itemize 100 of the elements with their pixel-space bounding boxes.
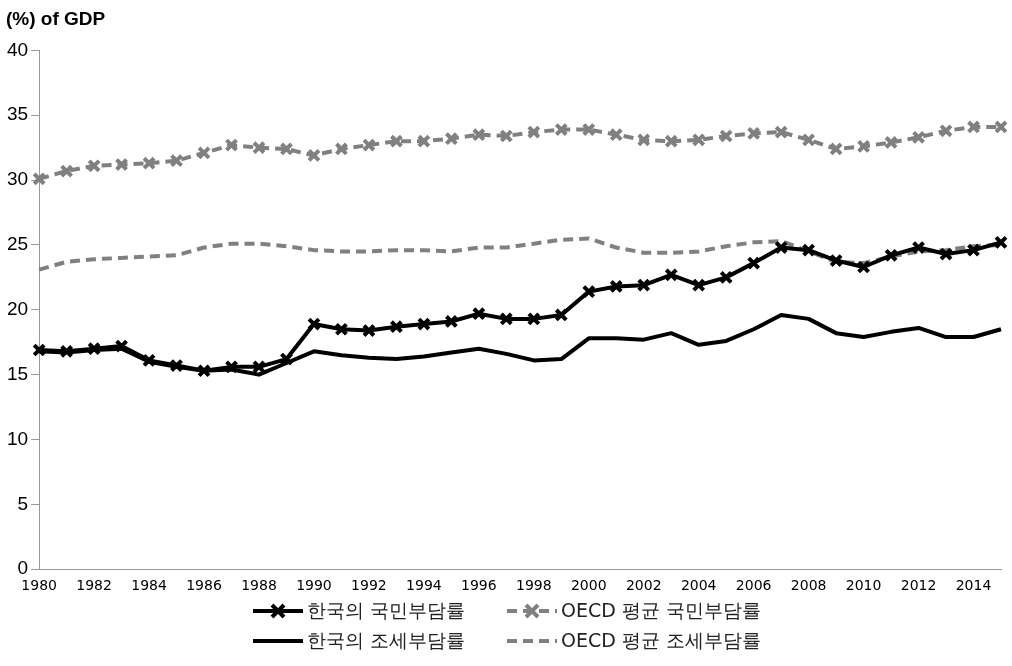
x-tick-label: 2006: [735, 577, 772, 594]
point: [361, 138, 376, 153]
point: [471, 306, 486, 321]
point: [829, 253, 844, 268]
point: [966, 119, 981, 134]
point: [499, 311, 514, 326]
point: [691, 132, 706, 147]
y-tick-label: 20: [6, 298, 29, 320]
x-tick-label: 2014: [955, 577, 992, 594]
point: [444, 314, 459, 329]
point: [416, 134, 431, 149]
point: [746, 256, 761, 271]
point: [224, 138, 239, 153]
x-tick-label: 1992: [351, 577, 387, 594]
point: [801, 243, 816, 258]
point: [87, 341, 102, 356]
point: [719, 129, 734, 143]
point: [911, 130, 926, 145]
point: [554, 122, 569, 137]
point: [444, 131, 459, 146]
point: [581, 122, 596, 137]
x-tick-label: 2002: [625, 577, 662, 594]
y-tick-label: 15: [6, 362, 29, 384]
point: [884, 248, 899, 263]
point: [801, 132, 816, 147]
point: [746, 126, 761, 141]
x-tick-label: 2010: [845, 577, 882, 594]
point: [609, 127, 624, 142]
x-tick-label: 2012: [900, 577, 937, 594]
legend-label: 한국의 국민부담률: [307, 598, 466, 623]
point: [581, 284, 596, 299]
x-tick-label: 1990: [296, 577, 332, 594]
point: [554, 308, 569, 322]
point: [664, 134, 679, 149]
point: [114, 339, 129, 354]
point: [307, 148, 321, 163]
point: [994, 235, 1008, 250]
point: [224, 359, 239, 374]
y-tick-label: 30: [6, 168, 29, 190]
point: [526, 311, 541, 326]
point: [719, 270, 734, 285]
point: [939, 247, 953, 261]
x-tick-label: 2004: [680, 577, 717, 594]
point: [32, 171, 47, 186]
point: [59, 164, 74, 178]
point: [856, 260, 871, 274]
point: [389, 319, 404, 334]
point: [774, 240, 789, 255]
point: [636, 278, 651, 293]
point: [334, 322, 349, 337]
point: [471, 127, 486, 142]
point: [664, 267, 679, 282]
x-tick-label: 1988: [241, 577, 277, 594]
point: [499, 129, 514, 143]
point: [939, 123, 953, 138]
x-tick-label: 1980: [21, 577, 57, 594]
x-tick-label: 1982: [76, 577, 112, 594]
point: [279, 352, 294, 367]
y-tick-label: 5: [17, 492, 29, 514]
y-tick-label: 25: [6, 233, 29, 255]
point: [252, 140, 266, 155]
y-tick-label: 0: [17, 557, 29, 579]
point: [636, 132, 651, 147]
point: [966, 243, 981, 258]
point: [994, 119, 1008, 134]
legend-label: 한국의 조세부담률: [307, 628, 466, 653]
point: [416, 317, 431, 332]
x-tick-label: 1984: [131, 577, 167, 594]
x-tick-label: 2008: [790, 577, 827, 594]
x-tick-label: 1996: [461, 577, 497, 594]
point: [774, 125, 789, 140]
point: [361, 323, 376, 338]
point: [691, 278, 706, 293]
point: [911, 240, 926, 255]
point: [609, 279, 624, 294]
y-tick-label: 40: [6, 38, 29, 60]
point: [114, 157, 129, 172]
legend-label: OECD 평균 조세부담률: [561, 628, 761, 653]
point: [829, 142, 844, 156]
x-tick-label: 1994: [406, 577, 442, 594]
y-tick-label: 10: [6, 427, 29, 449]
point: [197, 145, 211, 160]
point: [856, 139, 871, 154]
point: [884, 135, 899, 150]
y-tick-label: 35: [6, 103, 29, 125]
point: [389, 134, 404, 149]
legend-label: OECD 평균 국민부담률: [561, 598, 761, 623]
point: [252, 359, 266, 374]
y-axis-title: (%) of GDP: [6, 8, 106, 30]
point: [142, 353, 157, 368]
point: [279, 142, 294, 156]
point: [142, 156, 157, 171]
x-tick-label: 1998: [515, 577, 552, 594]
x-tick-label: 2000: [570, 577, 607, 594]
point: [334, 142, 349, 156]
point: [307, 317, 321, 332]
x-tick-label: 1986: [186, 577, 222, 594]
point: [526, 125, 541, 140]
point: [169, 153, 184, 168]
point: [32, 343, 47, 357]
